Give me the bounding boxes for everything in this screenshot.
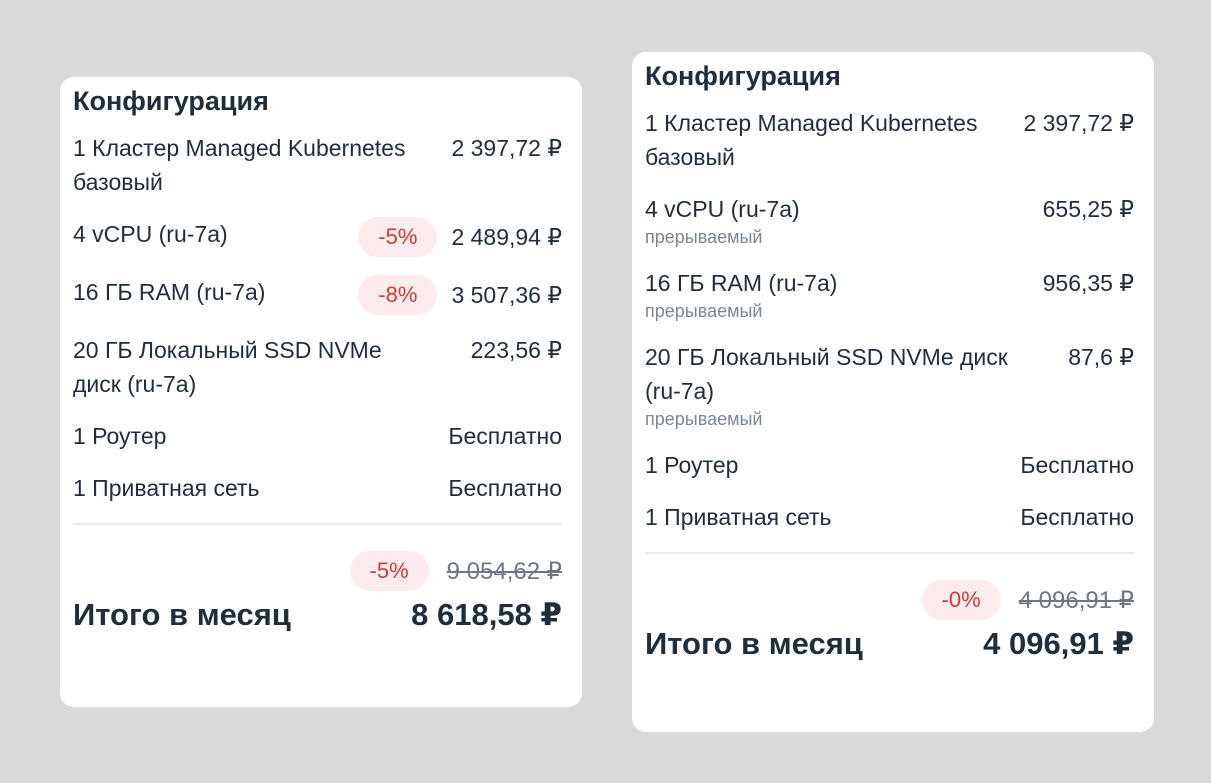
config-item-vcpu: 4 vCPU (ru-7a) -5% 2 489,94 ₽ [73, 217, 562, 257]
item-name: 1 Приватная сеть [73, 475, 260, 501]
item-price: Бесплатно [1020, 452, 1134, 478]
config-item-kubernetes: 1 Кластер Managed Kubernetes базовый 2 3… [73, 131, 562, 199]
old-total-price: 4 096,91 ₽ [1018, 586, 1134, 614]
config-item-router: 1 Роутер Бесплатно [645, 448, 1134, 482]
total-label: Итого в месяц [73, 597, 291, 632]
item-name: 20 ГБ Локальный SSD NVMe диск (ru-7a) [73, 337, 382, 397]
config-item-disk: 20 ГБ Локальный SSD NVMe диск (ru-7a) пр… [645, 340, 1134, 430]
config-item-ram: 16 ГБ RAM (ru-7a) -8% 3 507,36 ₽ [73, 275, 562, 315]
item-subtitle: прерываемый [645, 301, 763, 321]
item-price: 87,6 ₽ [1068, 344, 1134, 370]
total-label: Итого в месяц [645, 626, 863, 661]
config-item-kubernetes: 1 Кластер Managed Kubernetes базовый 2 3… [645, 106, 1134, 174]
config-item-ram: 16 ГБ RAM (ru-7a) прерываемый 956,35 ₽ [645, 266, 1134, 322]
item-price: 2 397,72 ₽ [451, 135, 562, 161]
item-price: 3 507,36 ₽ [451, 282, 562, 308]
card-title: Конфигурация [73, 86, 269, 116]
item-name: 1 Кластер Managed Kubernetes базовый [645, 110, 978, 170]
item-price: 956,35 ₽ [1042, 270, 1134, 296]
config-item-disk: 20 ГБ Локальный SSD NVMe диск (ru-7a) 22… [73, 333, 562, 401]
card-title: Конфигурация [645, 61, 841, 91]
total-discount-line: -0% 4 096,91 ₽ [645, 580, 1134, 620]
config-card-left: Конфигурация 1 Кластер Managed Kubernete… [60, 77, 582, 707]
config-item-network: 1 Приватная сеть Бесплатно [645, 500, 1134, 534]
item-price: Бесплатно [448, 475, 562, 501]
total-discount-badge: -0% [921, 580, 1001, 620]
item-name: 4 vCPU (ru-7a) [645, 196, 800, 222]
item-name: 1 Приватная сеть [645, 504, 832, 530]
config-card-right: Конфигурация 1 Кластер Managed Kubernete… [632, 52, 1154, 732]
item-subtitle: прерываемый [645, 409, 763, 429]
item-price: 223,56 ₽ [470, 337, 562, 363]
divider [645, 552, 1134, 554]
item-price: 655,25 ₽ [1042, 196, 1134, 222]
total-discount-badge: -5% [349, 551, 429, 591]
item-price: 2 489,94 ₽ [451, 224, 562, 250]
item-name: 1 Роутер [73, 423, 167, 449]
item-price: Бесплатно [1020, 504, 1134, 530]
total-row: Итого в месяц 8 618,58 ₽ [73, 597, 562, 633]
item-name: 1 Роутер [645, 452, 739, 478]
item-name: 16 ГБ RAM (ru-7a) [73, 279, 266, 305]
config-item-network: 1 Приватная сеть Бесплатно [73, 471, 562, 505]
discount-badge: -8% [358, 275, 438, 315]
item-price: Бесплатно [448, 423, 562, 449]
item-name: 16 ГБ RAM (ru-7a) [645, 270, 838, 296]
item-price: 2 397,72 ₽ [1023, 110, 1134, 136]
item-name: 20 ГБ Локальный SSD NVMe диск (ru-7a) [645, 344, 1008, 404]
item-subtitle: прерываемый [645, 227, 763, 247]
total-value: 4 096,91 ₽ [983, 626, 1134, 661]
discount-badge: -5% [358, 217, 438, 257]
item-name: 1 Кластер Managed Kubernetes базовый [73, 135, 406, 195]
old-total-price: 9 054,62 ₽ [446, 557, 562, 585]
config-item-router: 1 Роутер Бесплатно [73, 419, 562, 453]
total-discount-line: -5% 9 054,62 ₽ [73, 551, 562, 591]
total-row: Итого в месяц 4 096,91 ₽ [645, 626, 1134, 662]
divider [73, 523, 562, 525]
total-value: 8 618,58 ₽ [411, 597, 562, 632]
item-name: 4 vCPU (ru-7a) [73, 221, 228, 247]
config-item-vcpu: 4 vCPU (ru-7a) прерываемый 655,25 ₽ [645, 192, 1134, 248]
